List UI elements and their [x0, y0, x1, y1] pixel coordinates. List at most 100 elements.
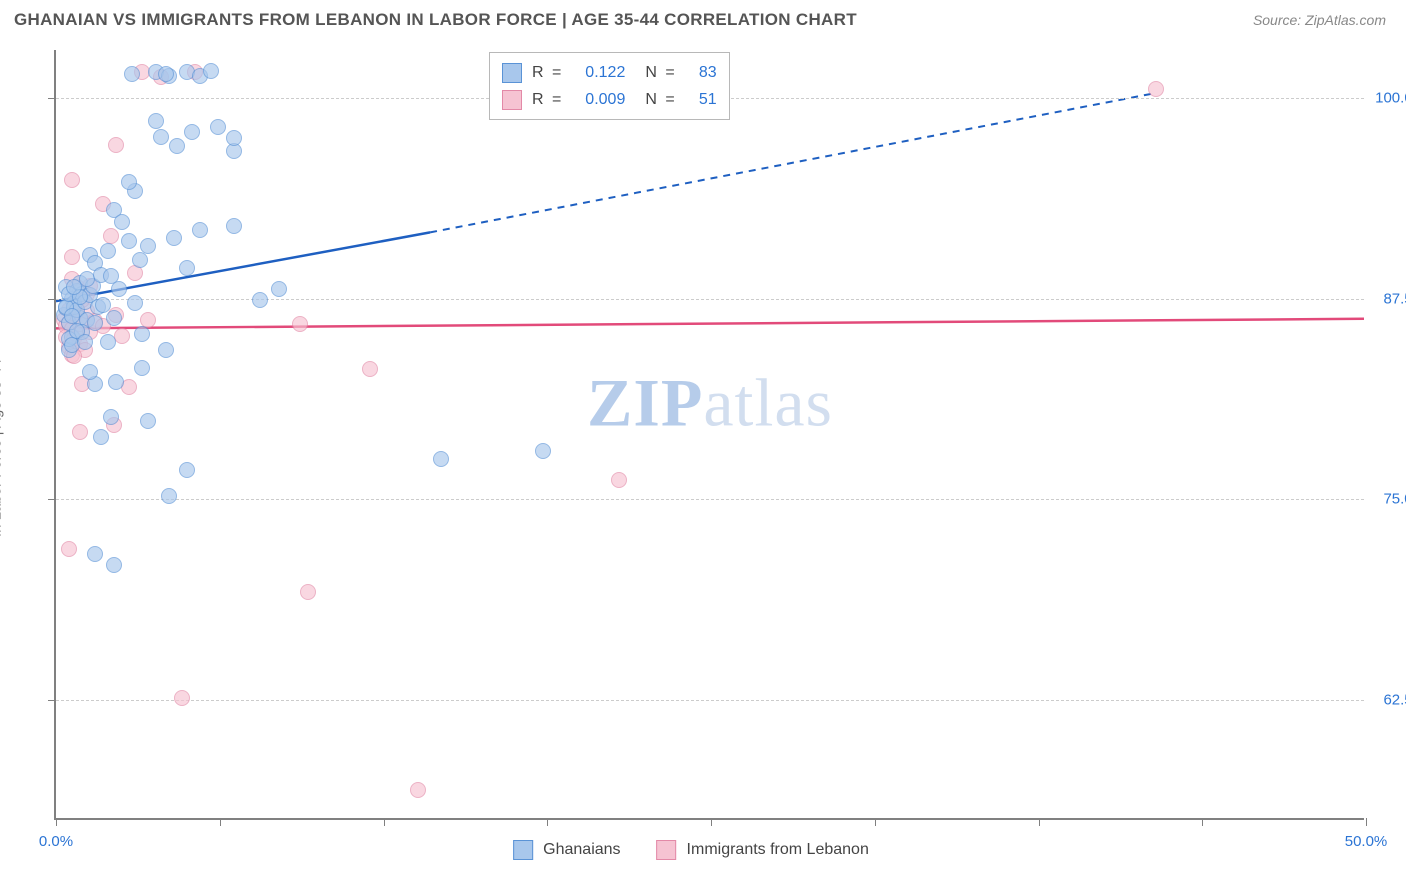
x-tick [1366, 818, 1367, 826]
x-tick [1039, 818, 1040, 826]
x-tick [875, 818, 876, 826]
scatter-point-blue [226, 130, 242, 146]
scatter-point-blue [132, 252, 148, 268]
stats-legend-row: R = 0.122 N = 83 [502, 59, 717, 86]
stat-n-value: 83 [687, 59, 717, 86]
x-tick [1202, 818, 1203, 826]
scatter-point-pink [410, 782, 426, 798]
scatter-point-blue [121, 174, 137, 190]
x-tick [384, 818, 385, 826]
y-tick-label: 75.0% [1370, 491, 1406, 508]
legend-swatch-icon [502, 90, 522, 110]
stat-r-label: R = [532, 86, 563, 113]
scatter-point-blue [106, 310, 122, 326]
scatter-point-pink [72, 424, 88, 440]
source-text: Source: ZipAtlas.com [1253, 12, 1386, 28]
scatter-point-blue [87, 546, 103, 562]
stat-n-value: 51 [687, 86, 717, 113]
scatter-point-blue [93, 429, 109, 445]
y-gridline [56, 700, 1364, 701]
y-tick-label: 100.0% [1370, 90, 1406, 107]
scatter-point-blue [121, 233, 137, 249]
y-tick [48, 499, 56, 500]
scatter-point-blue [210, 119, 226, 135]
scatter-point-pink [103, 228, 119, 244]
stat-r-label: R = [532, 59, 563, 86]
scatter-point-pink [1148, 81, 1164, 97]
y-tick [48, 700, 56, 701]
scatter-point-pink [611, 472, 627, 488]
stat-n-label: N = [645, 59, 676, 86]
scatter-point-pink [64, 172, 80, 188]
scatter-point-blue [103, 409, 119, 425]
scatter-point-pink [300, 584, 316, 600]
scatter-point-blue [127, 295, 143, 311]
scatter-point-blue [134, 360, 150, 376]
scatter-point-blue [66, 279, 82, 295]
scatter-point-blue [161, 488, 177, 504]
scatter-point-pink [292, 316, 308, 332]
scatter-point-blue [140, 238, 156, 254]
trend-lines-svg [56, 50, 1364, 818]
stats-legend-box: R = 0.122 N = 83 R = 0.009 N = 51 [489, 52, 730, 120]
scatter-point-blue [226, 218, 242, 234]
scatter-point-blue [184, 124, 200, 140]
y-gridline [56, 499, 1364, 500]
scatter-point-blue [192, 222, 208, 238]
scatter-point-blue [169, 138, 185, 154]
stats-legend-row: R = 0.009 N = 51 [502, 86, 717, 113]
y-tick [48, 299, 56, 300]
scatter-point-blue [82, 364, 98, 380]
scatter-point-pink [362, 361, 378, 377]
watermark: ZIPatlas [587, 364, 833, 443]
y-axis-title: In Labor Force | Age 35-44 [0, 359, 5, 537]
scatter-point-blue [535, 443, 551, 459]
x-tick [56, 818, 57, 826]
scatter-point-blue [134, 326, 150, 342]
stat-n-label: N = [645, 86, 676, 113]
scatter-point-blue [111, 281, 127, 297]
chart-title: GHANAIAN VS IMMIGRANTS FROM LEBANON IN L… [14, 10, 857, 30]
scatter-point-blue [166, 230, 182, 246]
x-tick [711, 818, 712, 826]
scatter-point-blue [124, 66, 140, 82]
y-tick [48, 98, 56, 99]
scatter-point-blue [203, 63, 219, 79]
scatter-point-blue [179, 462, 195, 478]
scatter-point-blue [108, 374, 124, 390]
scatter-point-blue [158, 342, 174, 358]
legend-swatch-icon [502, 63, 522, 83]
scatter-point-blue [252, 292, 268, 308]
plot-area: ZIPatlas 62.5%75.0%87.5%100.0%0.0%50.0% [54, 50, 1364, 820]
y-tick-label: 87.5% [1370, 290, 1406, 307]
scatter-point-pink [64, 249, 80, 265]
scatter-point-blue [87, 315, 103, 331]
x-tick-label: 50.0% [1345, 833, 1388, 850]
scatter-point-pink [61, 541, 77, 557]
x-tick [547, 818, 548, 826]
x-tick-label: 0.0% [39, 833, 73, 850]
y-tick-label: 62.5% [1370, 691, 1406, 708]
scatter-point-blue [140, 413, 156, 429]
scatter-point-blue [271, 281, 287, 297]
stat-r-value: 0.009 [573, 86, 625, 113]
scatter-point-blue [179, 260, 195, 276]
scatter-point-blue [100, 334, 116, 350]
scatter-point-blue [64, 308, 80, 324]
scatter-point-pink [174, 690, 190, 706]
stat-r-value: 0.122 [573, 59, 625, 86]
legend-swatch-icon [513, 840, 533, 860]
scatter-point-blue [100, 243, 116, 259]
x-tick [220, 818, 221, 826]
series-legend: Ghanaians Immigrants from Lebanon [513, 840, 895, 860]
watermark-zip: ZIP [587, 365, 703, 441]
scatter-point-pink [108, 137, 124, 153]
scatter-point-blue [158, 66, 174, 82]
scatter-point-blue [148, 113, 164, 129]
scatter-point-blue [153, 129, 169, 145]
legend-swatch-icon [657, 840, 677, 860]
legend-series-label: Ghanaians [543, 841, 620, 859]
legend-series-label: Immigrants from Lebanon [687, 841, 869, 859]
scatter-point-blue [114, 214, 130, 230]
scatter-point-blue [77, 334, 93, 350]
